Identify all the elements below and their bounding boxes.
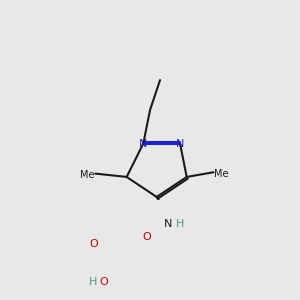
Text: H: H	[88, 278, 97, 287]
Text: Me: Me	[80, 170, 94, 180]
Text: Me: Me	[214, 169, 229, 178]
Text: N: N	[139, 139, 148, 148]
Text: O: O	[99, 278, 108, 287]
Text: H: H	[176, 219, 184, 229]
Text: O: O	[89, 239, 98, 249]
Text: O: O	[142, 232, 151, 242]
Text: N: N	[164, 219, 172, 229]
Text: N: N	[176, 139, 184, 148]
